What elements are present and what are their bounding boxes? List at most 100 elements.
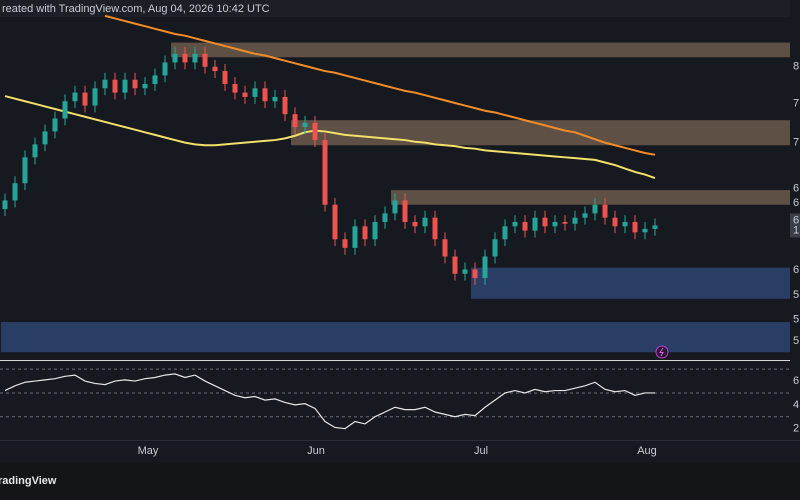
- candle-body: [182, 53, 188, 63]
- candle-body: [282, 96, 288, 115]
- footer: [0, 462, 800, 500]
- countdown-label: 1: [793, 224, 799, 236]
- candle-body: [362, 226, 368, 240]
- candle-body: [292, 114, 298, 128]
- candle-body: [512, 222, 518, 227]
- candle-body: [432, 217, 438, 240]
- candle-body: [52, 118, 58, 132]
- candle-body: [302, 122, 308, 128]
- candle-body: [322, 140, 328, 205]
- candle-body: [552, 222, 558, 227]
- candle-body: [372, 222, 378, 240]
- y-tick-label: 7: [793, 137, 799, 149]
- candle-body: [332, 204, 338, 240]
- candle-body: [22, 157, 28, 184]
- candle-body: [152, 75, 158, 84]
- rsi-tick-label: 4: [793, 399, 799, 411]
- candle-body: [242, 92, 248, 97]
- candle-body: [252, 88, 258, 97]
- candle-body: [532, 217, 538, 231]
- candle-body: [42, 131, 48, 145]
- y-tick-label: 6: [793, 182, 799, 194]
- logo: radingView: [0, 475, 57, 487]
- candle-body: [352, 226, 358, 248]
- candle-body: [382, 213, 388, 222]
- candle-body: [122, 79, 128, 93]
- last-price-box: [790, 213, 800, 238]
- candle-body: [192, 53, 198, 63]
- candle-body: [342, 239, 348, 248]
- candle-body: [272, 96, 278, 102]
- x-tick-label: Jul: [474, 445, 488, 457]
- candle-body: [222, 71, 228, 84]
- candle-body: [232, 84, 238, 93]
- rsi-tick-label: 2: [793, 423, 799, 435]
- candle-body: [142, 84, 148, 89]
- candle-body: [642, 228, 648, 233]
- candle-body: [442, 239, 448, 257]
- candle-body: [452, 256, 458, 274]
- y-tick-label: 7: [793, 98, 799, 110]
- candle-body: [602, 204, 608, 218]
- y-tick-label: 5: [793, 335, 799, 347]
- candle-body: [162, 62, 168, 76]
- candle-body: [262, 88, 268, 102]
- candle-body: [412, 222, 418, 227]
- candle-body: [482, 256, 488, 279]
- header-bar: [0, 0, 800, 17]
- candle-body: [632, 222, 638, 233]
- candle-body: [102, 79, 108, 89]
- candle-body: [12, 183, 18, 201]
- candle-body: [492, 239, 498, 257]
- ma-price-label: 6: [793, 197, 799, 209]
- candle-body: [312, 122, 318, 141]
- candle-body: [402, 200, 408, 222]
- candle-body: [62, 101, 68, 119]
- candle-body: [72, 92, 78, 102]
- candle-body: [622, 222, 628, 227]
- y-tick-label: 5: [793, 313, 799, 325]
- candle-body: [582, 213, 588, 218]
- moving-average: [4, 95, 656, 179]
- candle-body: [82, 92, 88, 106]
- candle-body: [592, 204, 598, 214]
- candle-body: [132, 79, 138, 89]
- candle-body: [502, 226, 508, 240]
- candle-body: [612, 217, 618, 227]
- candle-body: [462, 269, 468, 274]
- candle-body: [422, 217, 428, 227]
- zone: [1, 322, 790, 353]
- candle-body: [542, 217, 548, 227]
- candle-body: [212, 66, 218, 72]
- candle-body: [522, 222, 528, 231]
- x-tick-label: May: [138, 445, 159, 457]
- y-tick-label: 6: [793, 264, 799, 276]
- candle-body: [92, 88, 98, 106]
- zone: [471, 267, 790, 299]
- candle-body: [392, 200, 398, 214]
- candle-body: [32, 144, 38, 158]
- candle-body: [202, 53, 208, 67]
- candle-body: [172, 53, 178, 63]
- candle-body: [652, 225, 658, 229]
- candle-body: [562, 222, 568, 224]
- zone: [391, 190, 790, 205]
- rsi-line: [4, 373, 655, 430]
- x-tick-label: Jun: [307, 445, 325, 457]
- candle-body: [112, 79, 118, 93]
- zone: [171, 42, 790, 58]
- last-price-label: 6: [793, 214, 799, 226]
- header-text: reated with TradingView.com, Aug 04, 202…: [2, 3, 270, 15]
- candle-body: [2, 200, 8, 210]
- y-tick-label: 8: [793, 61, 799, 73]
- candle-body: [472, 269, 478, 279]
- rsi-tick-label: 6: [793, 375, 799, 387]
- event-icon-bolt: [659, 347, 664, 357]
- x-tick-label: Aug: [637, 445, 657, 457]
- candle-body: [572, 217, 578, 224]
- moving-average: [104, 14, 656, 156]
- y-tick-label: 5: [793, 289, 799, 301]
